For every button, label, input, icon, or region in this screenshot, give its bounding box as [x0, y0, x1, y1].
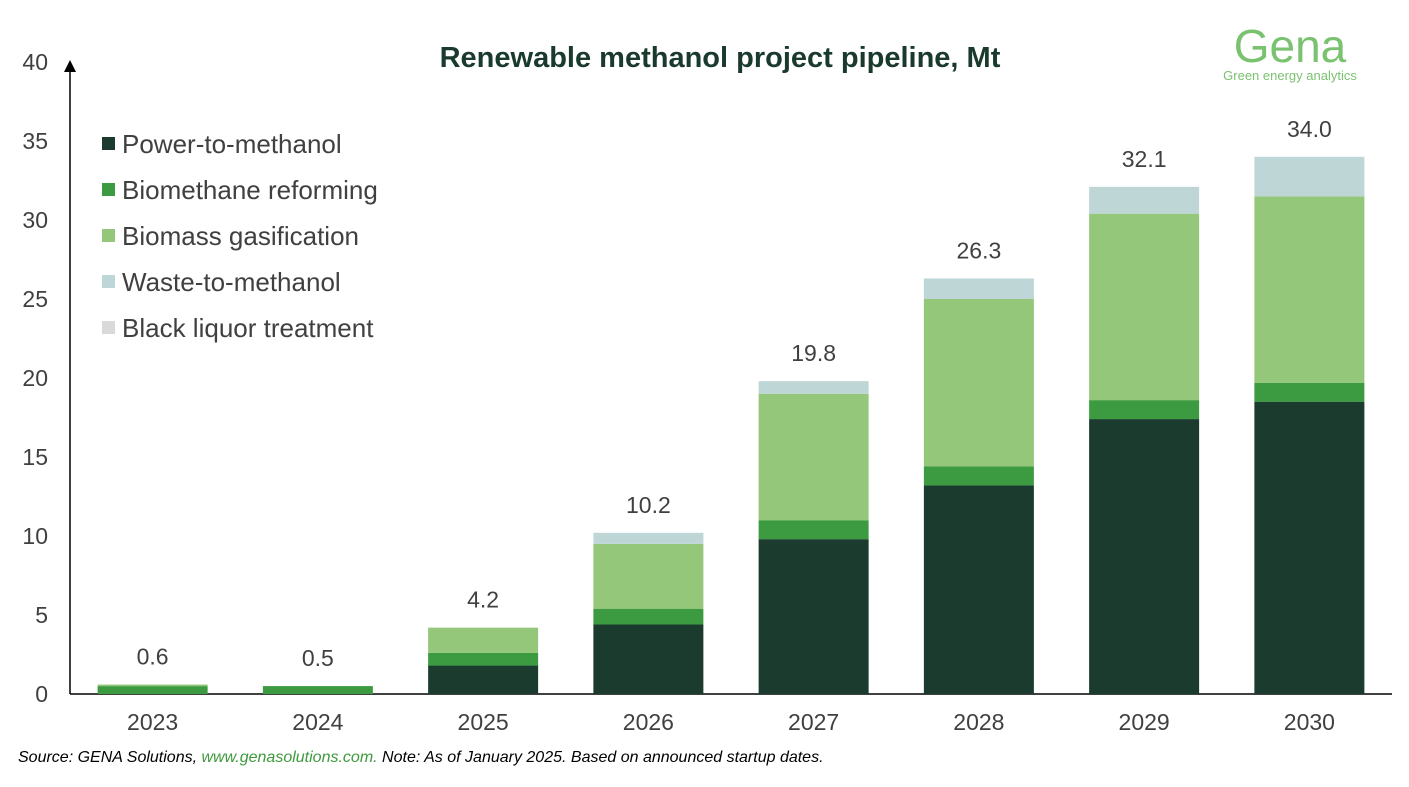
bar-waste-2028: [923, 278, 1034, 299]
footer-link[interactable]: www.genasolutions.com.: [201, 749, 378, 766]
bar-biomethane-2025: [428, 652, 539, 666]
bar-gasification-2026: [593, 543, 704, 609]
x-tick-label: 2028: [953, 709, 1004, 735]
bar-gasification-2025: [428, 627, 539, 653]
total-labels: 0.6 0.5 4.2 10.2 19.8 26.3 32.1 34.0: [137, 116, 1332, 671]
bar-gasification-2029: [1089, 213, 1200, 401]
footer-note: Source: GENA Solutions, www.genasolution…: [18, 749, 824, 767]
bars: [97, 156, 1365, 694]
total-label-2024: 0.5: [302, 645, 334, 671]
legend-swatch: [102, 321, 115, 334]
x-tick-label: 2029: [1119, 709, 1170, 735]
bar-power-2026: [593, 624, 704, 694]
y-tick-label: 40: [22, 49, 48, 75]
bar-waste-2026: [593, 532, 704, 544]
bar-waste-2030: [1254, 156, 1365, 197]
y-tick-label: 10: [22, 523, 48, 549]
total-label-2027: 19.8: [791, 340, 836, 366]
total-label-2029: 32.1: [1122, 146, 1167, 172]
x-tick-label: 2027: [788, 709, 839, 735]
total-label-2028: 26.3: [956, 237, 1001, 263]
legend-label: Biomass gasification: [122, 221, 359, 251]
x-ticks: 2023 2024 2025 2026 2027 2028 2029 2030: [127, 709, 1335, 735]
total-label-2030: 34.0: [1287, 116, 1332, 142]
bar-biomethane-2029: [1089, 400, 1200, 420]
bar-power-2029: [1089, 419, 1200, 694]
legend-swatch: [102, 275, 115, 288]
bar-waste-2029: [1089, 186, 1200, 214]
bar-stack-2023: [97, 684, 208, 694]
bar-biomethane-2023: [97, 686, 208, 694]
bar-gasification-2028: [923, 299, 1034, 467]
chart-title: Renewable methanol project pipeline, Mt: [440, 42, 1001, 74]
y-tick-label: 25: [22, 286, 48, 312]
bar-biomethane-2024: [262, 686, 373, 694]
y-axis-arrow-icon: [64, 60, 76, 72]
x-tick-label: 2023: [127, 709, 178, 735]
bar-power-2025: [428, 665, 539, 694]
y-tick-label: 20: [22, 365, 48, 391]
bar-stack-2029: [1089, 186, 1200, 694]
legend-item-black_liquor: Black liquor treatment: [102, 313, 374, 343]
bar-gasification-2027: [758, 393, 869, 521]
bar-gasification-2030: [1254, 196, 1365, 383]
legend-swatch: [102, 183, 115, 196]
bar-biomethane-2030: [1254, 382, 1365, 402]
bar-power-2028: [923, 485, 1034, 694]
bar-stack-2026: [593, 532, 704, 694]
bar-stack-2030: [1254, 156, 1365, 694]
x-tick-label: 2024: [292, 709, 343, 735]
x-tick-label: 2025: [458, 709, 509, 735]
x-tick-label: 2026: [623, 709, 674, 735]
bar-biomethane-2026: [593, 608, 704, 625]
footer-note-text: Note: As of January 2025. Based on annou…: [377, 749, 824, 766]
legend-item-power: Power-to-methanol: [102, 129, 342, 159]
y-ticks: 0 5 10 15 20 25 30 35 40: [22, 49, 48, 707]
bar-gasification-2023: [97, 684, 208, 687]
legend-swatch: [102, 229, 115, 242]
bar-stack-2024: [262, 686, 373, 694]
y-tick-label: 30: [22, 207, 48, 233]
total-label-2026: 10.2: [626, 492, 671, 518]
bar-power-2030: [1254, 401, 1365, 694]
bar-power-2027: [758, 539, 869, 694]
y-axis: 0 5 10 15 20 25 30 35 40: [22, 49, 76, 707]
bar-stack-2025: [428, 627, 539, 694]
legend-label: Black liquor treatment: [122, 313, 374, 343]
legend-item-biomethane: Biomethane reforming: [102, 175, 378, 205]
total-label-2025: 4.2: [467, 587, 499, 613]
bar-waste-2027: [758, 381, 869, 394]
legend-label: Biomethane reforming: [122, 175, 378, 205]
bar-stack-2027: [758, 381, 869, 694]
gena-logo: Gena Green energy analytics: [1223, 20, 1357, 83]
footer-source: Source: GENA Solutions,: [18, 749, 202, 766]
total-label-2023: 0.6: [137, 644, 169, 670]
legend-label: Power-to-methanol: [122, 129, 342, 159]
bar-stack-2028: [923, 278, 1034, 694]
bar-biomethane-2028: [923, 466, 1034, 486]
y-tick-label: 5: [35, 602, 48, 628]
x-tick-label: 2030: [1284, 709, 1335, 735]
legend: Power-to-methanol Biomethane reforming Bio…: [102, 129, 378, 343]
bar-biomethane-2027: [758, 520, 869, 540]
legend-item-waste: Waste-to-methanol: [102, 267, 341, 297]
logo-wordmark: Gena: [1234, 20, 1347, 72]
logo-tagline: Green energy analytics: [1223, 68, 1357, 83]
legend-swatch: [102, 137, 115, 150]
y-tick-label: 0: [35, 681, 48, 707]
legend-item-gasification: Biomass gasification: [102, 221, 359, 251]
y-tick-label: 35: [22, 128, 48, 154]
y-tick-label: 15: [22, 444, 48, 470]
legend-label: Waste-to-methanol: [122, 267, 341, 297]
